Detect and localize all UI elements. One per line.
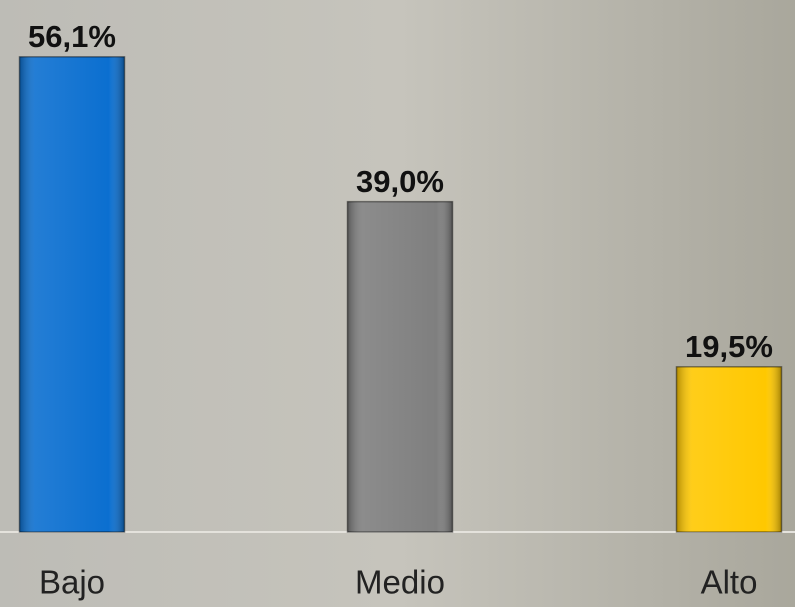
x-tick-label: Alto bbox=[701, 564, 758, 601]
value-label: 19,5% bbox=[685, 329, 773, 364]
x-tick-label: Bajo bbox=[39, 564, 105, 601]
value-label: 39,0% bbox=[356, 164, 444, 199]
bar-shade bbox=[20, 57, 125, 532]
value-label: 56,1% bbox=[28, 19, 116, 54]
bar-shade bbox=[677, 367, 782, 532]
chart: 56,1% Bajo 39,0% Medio 19,5% Alto bbox=[0, 0, 795, 607]
x-tick-label: Medio bbox=[355, 564, 445, 601]
bar-shade bbox=[348, 202, 453, 532]
